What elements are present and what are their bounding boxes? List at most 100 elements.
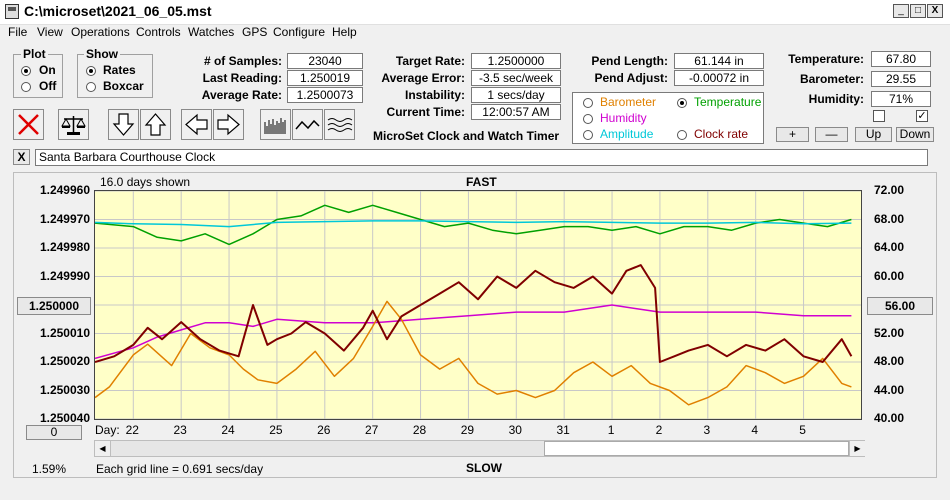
y-left-tick-label: 1.249970 [39, 211, 90, 226]
clock-close-button[interactable]: X [13, 149, 30, 165]
x-tick-label: 25 [269, 423, 283, 437]
menu-view[interactable]: View [37, 25, 63, 39]
balance-button[interactable] [58, 109, 89, 140]
target-rate-label: Target Rate: [395, 54, 465, 68]
x-tick-label: 29 [460, 423, 475, 437]
average-error-label: Average Error: [381, 71, 465, 85]
x-tick-label: 4 [751, 423, 759, 437]
y-right-tick-label: 60.00 [874, 268, 905, 283]
up-arrow-icon [144, 113, 167, 136]
samples-field: 23040 [287, 53, 363, 69]
x-tick-label: 1 [607, 423, 615, 437]
x-tick-label: 24 [221, 423, 235, 437]
plot-on-radio[interactable] [21, 66, 31, 76]
raw-plot-icon [264, 118, 286, 134]
scroll-right-button[interactable] [213, 109, 244, 140]
fast-label: FAST [466, 175, 497, 189]
barometer-radio[interactable] [583, 98, 593, 108]
show-boxcar-label: Boxcar [103, 79, 144, 93]
scroll-left-arrow-icon[interactable]: ◀ [95, 441, 111, 456]
scale-plus-button[interactable]: + [776, 127, 809, 142]
show-sensor-checkbox[interactable]: ✓ [916, 110, 928, 122]
instability-field: 1 secs/day [471, 87, 561, 103]
menu-gps[interactable]: GPS [242, 25, 268, 39]
y-left-tick-label: 1.250010 [39, 325, 90, 340]
move-up-button[interactable] [140, 109, 171, 140]
clear-button[interactable] [13, 109, 44, 140]
pend-length-field: 61.144 in [674, 53, 764, 69]
current-time-label: Current Time: [386, 105, 465, 119]
y-left-tick-label: 1.250030 [39, 382, 90, 397]
balance-icon [61, 116, 86, 135]
plot-group-title: Plot [21, 47, 48, 61]
y-left-tick-label: 1.250020 [39, 354, 90, 368]
last-reading-field: 1.250019 [287, 70, 363, 86]
right-center-button[interactable]: 56.00 [867, 297, 933, 315]
temperature-label: Temperature: [788, 52, 864, 66]
show-group-title: Show [84, 47, 120, 61]
left-center-button[interactable]: 1.250000 [17, 297, 91, 315]
app-icon [5, 4, 19, 19]
x-tick-label: 27 [364, 423, 379, 437]
amplitude-radio[interactable] [583, 130, 593, 140]
clock-rate-radio[interactable] [677, 130, 687, 140]
series-line-humidity [95, 304, 852, 360]
y-right-tick-label: 52.00 [874, 325, 905, 340]
show-rates-radio[interactable] [86, 66, 96, 76]
x-tick-label: 3 [703, 423, 711, 437]
app-caption: MicroSet Clock and Watch Timer [373, 129, 560, 143]
menu-operations[interactable]: Operations [71, 25, 130, 39]
y-left-tick-label: 1.249980 [39, 240, 90, 254]
menu-file[interactable]: File [8, 25, 28, 39]
pend-adjust-field: -0.00072 in [674, 70, 764, 86]
plot-on-label: On [39, 63, 56, 77]
x-tick-label: 28 [412, 423, 427, 437]
scroll-right-arrow-icon[interactable]: ▶ [849, 441, 865, 456]
wave-plot-icon [327, 118, 353, 132]
scale-down-button[interactable]: Down [896, 127, 934, 142]
temperature-field: 67.80 [871, 51, 931, 67]
scrollbar-thumb[interactable] [544, 441, 849, 456]
plot-off-radio[interactable] [21, 82, 31, 92]
scale-minus-button[interactable]: — [815, 127, 848, 142]
clock-name-input[interactable]: Santa Barbara Courthouse Clock [35, 149, 928, 166]
y-left-tick-label: 1.250040 [39, 411, 90, 425]
scroll-left-button[interactable] [181, 109, 212, 140]
days-shown-label: 16.0 days shown [100, 175, 191, 189]
menu-configure[interactable]: Configure [273, 25, 326, 39]
raw-plot-button[interactable] [260, 109, 291, 140]
samples-label: # of Samples: [203, 54, 282, 68]
smooth-plot-button[interactable] [292, 109, 323, 140]
show-boxcar-radio[interactable] [86, 82, 96, 92]
window-title: C:\microset\2021_06_05.mst [24, 3, 212, 19]
bottom-left-button[interactable]: 0 [26, 425, 82, 440]
maximize-button[interactable]: □ [910, 4, 926, 18]
target-rate-field[interactable]: 1.2500000 [471, 53, 561, 69]
close-button[interactable]: X [927, 4, 943, 18]
wave-plot-button[interactable] [324, 109, 355, 140]
auto-scale-checkbox[interactable] [873, 110, 885, 122]
series-line-barometer [95, 300, 852, 406]
last-reading-label: Last Reading: [202, 71, 282, 85]
move-down-button[interactable] [108, 109, 139, 140]
series-line-amplitude [95, 220, 852, 228]
y-right-tick-label: 40.00 [874, 411, 905, 425]
y-right-tick-label: 72.00 [874, 183, 905, 197]
humidity-radio[interactable] [583, 114, 593, 124]
sensor-options-box: Barometer Temperature Humidity Amplitude… [572, 92, 764, 144]
x-tick-label: 23 [173, 423, 187, 437]
menu-watches[interactable]: Watches [188, 25, 235, 39]
temperature-radio[interactable] [677, 98, 687, 108]
minimize-button[interactable]: _ [893, 4, 909, 18]
scale-up-button[interactable]: Up [855, 127, 892, 142]
horizontal-scrollbar[interactable]: ◀ ▶ [94, 440, 865, 457]
humidity-field: 71% [871, 91, 931, 107]
humidity-option-label: Humidity [600, 111, 647, 125]
series-line-temperature [95, 204, 852, 246]
show-rates-label: Rates [103, 63, 136, 77]
right-arrow-icon [217, 113, 240, 136]
barometer-label: Barometer: [799, 72, 864, 86]
series-line-clock-rate [95, 264, 853, 363]
menu-controls[interactable]: Controls [136, 25, 181, 39]
menu-help[interactable]: Help [332, 25, 357, 39]
